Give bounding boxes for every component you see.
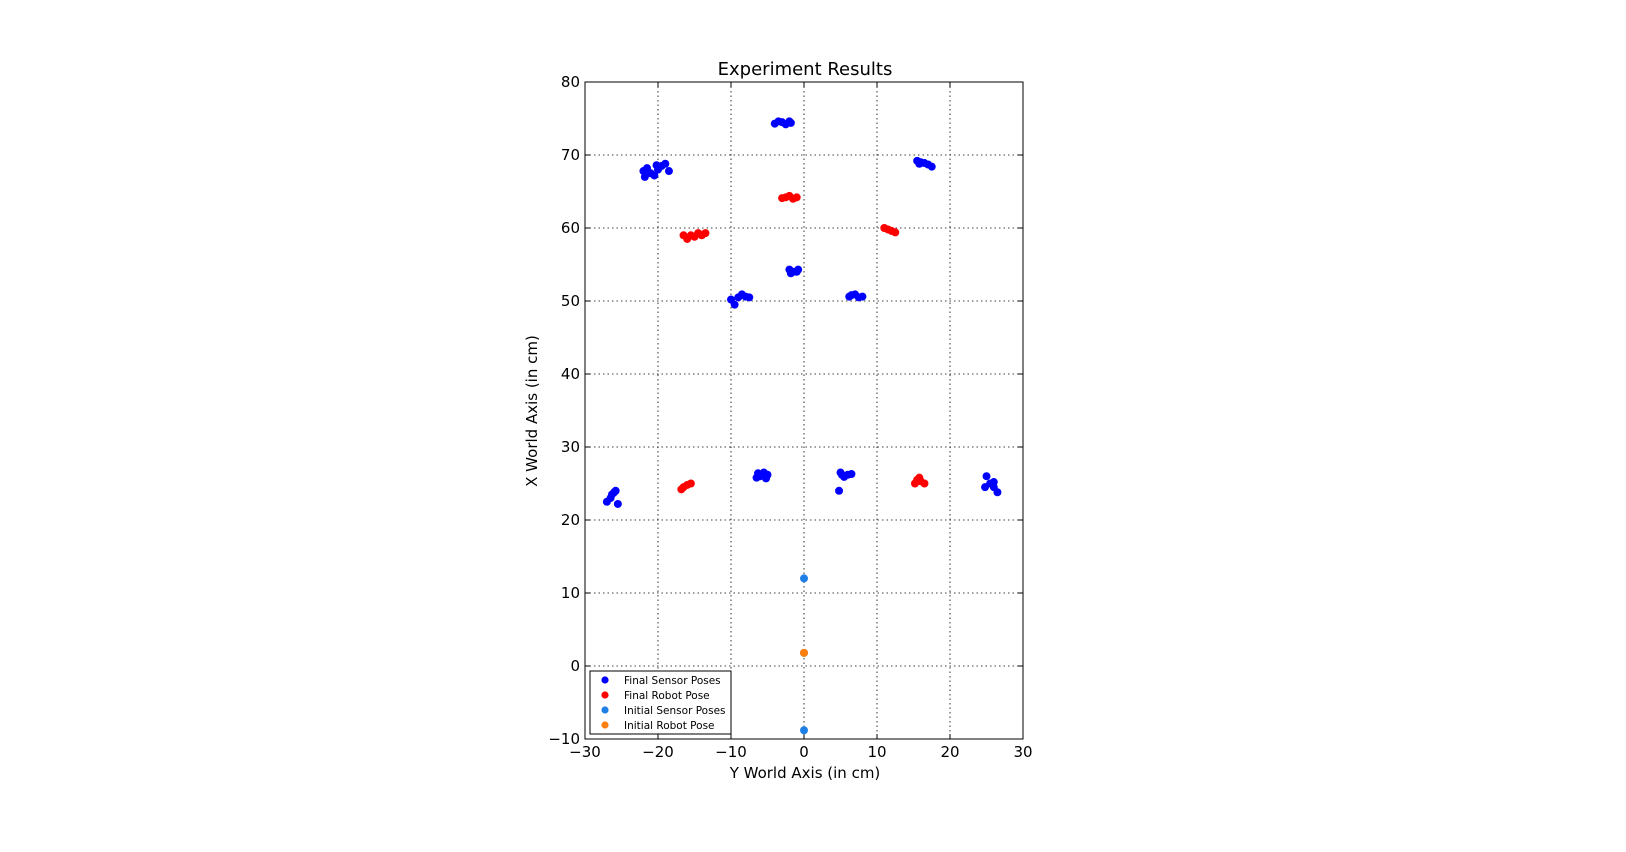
x-axis-label: Y World Axis (in cm) (729, 764, 881, 782)
data-point (785, 191, 794, 200)
data-point (643, 164, 652, 173)
y-tick-label: 40 (561, 365, 580, 383)
data-point (697, 231, 706, 240)
y-tick-label: 70 (561, 146, 580, 164)
data-point (730, 300, 739, 309)
legend-label: Final Robot Pose (624, 690, 710, 702)
data-point (754, 469, 763, 478)
data-point (858, 292, 867, 301)
x-tick-label: −30 (569, 743, 601, 761)
data-point (800, 648, 808, 657)
legend-label: Initial Sensor Poses (624, 705, 726, 717)
data-point (786, 269, 795, 278)
data-point (989, 478, 998, 487)
y-tick-label: 20 (561, 511, 580, 529)
data-point (664, 167, 673, 176)
plot-frame (584, 81, 1024, 740)
x-tick-label: −20 (642, 743, 674, 761)
data-point (650, 171, 659, 180)
legend-marker (601, 721, 609, 729)
data-point (891, 228, 900, 237)
x-tick-label: 20 (940, 743, 959, 761)
data-point (845, 292, 854, 301)
axis-ticks: −30 −20 −10 0 10 20 30 −10 0 10 20 30 40 50 60 70 80 (548, 73, 1032, 761)
legend-marker (601, 676, 609, 684)
data-point (794, 265, 803, 274)
data-point (613, 499, 622, 508)
data-point (778, 194, 787, 203)
data-point (993, 488, 1002, 497)
data-point (745, 293, 754, 302)
series-1 (677, 191, 929, 494)
data-point (835, 486, 844, 495)
y-axis-label: X World Axis (in cm) (523, 335, 541, 487)
data-point (800, 574, 808, 583)
data-point (661, 159, 670, 168)
legend-label: Initial Robot Pose (624, 720, 715, 732)
data-point (981, 483, 990, 492)
data-point (686, 479, 695, 488)
data-point (982, 472, 991, 481)
grid-lines (585, 82, 1023, 739)
x-tick-label: 0 (799, 743, 809, 761)
data-point (883, 225, 892, 234)
data-point (792, 193, 801, 202)
y-tick-label: 80 (561, 73, 580, 91)
legend-marker (601, 706, 609, 714)
series-0 (602, 117, 1002, 508)
y-tick-label: 60 (561, 219, 580, 237)
data-point (602, 497, 611, 506)
y-tick-label: 10 (561, 584, 580, 602)
data-point (774, 117, 783, 126)
legend-marker (601, 691, 609, 699)
legend-label: Final Sensor Poses (624, 675, 721, 687)
data-point (847, 470, 856, 479)
legend-box (589, 670, 732, 735)
data-point (837, 470, 846, 479)
data-point (677, 485, 686, 494)
data-point (915, 473, 924, 482)
data-point (915, 159, 924, 168)
y-tick-label: 50 (561, 292, 580, 310)
data-point (737, 290, 746, 299)
y-tick-label: 30 (561, 438, 580, 456)
x-tick-label: −10 (715, 743, 747, 761)
data-point (679, 231, 688, 240)
chart-title: Experiment Results (718, 59, 893, 80)
x-tick-label: 30 (1013, 743, 1032, 761)
data-point (920, 479, 929, 488)
data-point (762, 474, 771, 483)
data-point (924, 160, 933, 169)
y-tick-label: −10 (548, 730, 580, 748)
x-tick-label: 10 (867, 743, 886, 761)
data-points (602, 117, 1002, 735)
data-point (800, 726, 808, 735)
y-tick-label: 0 (570, 657, 580, 675)
data-point (786, 118, 795, 127)
data-point (611, 486, 620, 495)
legend: Final Sensor Poses Final Robot Pose Initia… (589, 670, 732, 735)
data-point (652, 161, 661, 170)
series-3 (800, 648, 808, 657)
data-point (640, 172, 649, 181)
data-point (690, 232, 699, 241)
